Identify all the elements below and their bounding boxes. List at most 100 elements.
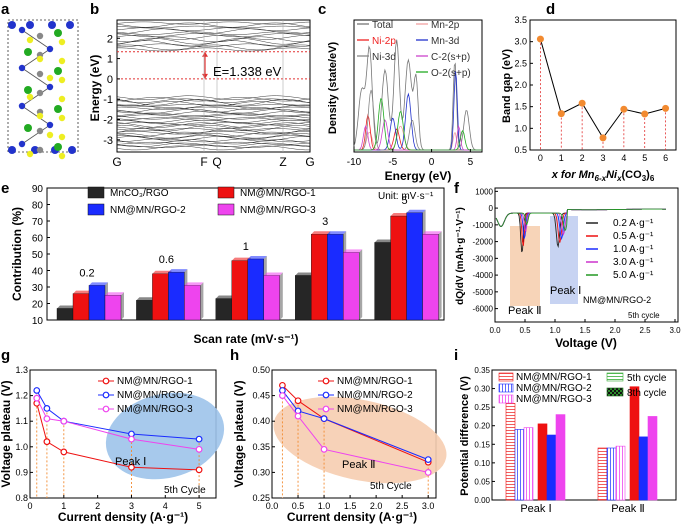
mn-atom [66,21,74,29]
bar-top [231,257,251,261]
bar-top [105,292,124,296]
atom [54,143,62,151]
mn-atom [68,146,76,154]
dos-curve-0 [353,39,482,151]
panel-e-xlabel: Scan rate (mV·s⁻¹) [193,332,298,346]
x-tick-label: 2 [580,153,585,163]
k-point-label: F [200,155,207,169]
mn-atom [8,21,16,29]
panel-h-highlight-ellipse [273,396,447,484]
band-gap-point [578,99,586,107]
band-line [116,31,311,35]
y-tick-label: 10 [32,316,44,327]
panel-letter-h: h [230,347,239,364]
series-point [60,417,68,425]
bar-top [406,209,426,213]
panel-h-peak-label: Peak Ⅱ [342,459,376,471]
legend-label: NM@MN/RGO-3 [516,394,592,405]
legend-swatch [498,372,514,382]
atom [54,67,62,75]
legend-marker [322,405,330,413]
group-label: 0.2 [79,267,94,279]
atom [58,152,66,160]
y-tick-label: -6000 [473,305,494,314]
bar [72,293,90,321]
atom [24,86,32,94]
band-line [117,119,311,125]
band-line [116,131,310,135]
legend-label: Total [372,20,393,31]
bar [537,423,548,501]
atom [26,36,34,44]
series-point [128,435,135,443]
panel-f-ylabel: dQ/dV (mAh·g⁻¹·V⁻¹) [455,207,466,305]
series-point [279,392,286,400]
group-label: 0.6 [159,254,174,266]
legend-marker [102,377,110,385]
band-line [116,34,311,40]
bar [406,212,423,321]
band-gap-point [641,110,649,118]
x-tick-label: 3 [600,153,605,163]
y-tick-label: 0.30 [474,385,490,394]
x-tick-label: 3 [129,501,134,511]
band-line [116,33,311,38]
x-tick-label: 1 [559,153,564,163]
y-tick-label: 30 [32,283,44,294]
bar [311,233,328,321]
series-point [424,456,432,464]
band-line [116,128,311,132]
y-tick-label: 0.00 [474,496,490,505]
bar-top [311,231,331,235]
y-tick-label: 20 [32,300,44,311]
panel-g-highlight-ellipse [105,392,225,480]
gap-arrowhead-down [202,73,208,79]
legend-swatch [217,203,235,216]
k-point-label: Z [279,155,286,169]
band-line [116,36,311,43]
band-gap-point [620,105,628,113]
series-point [43,415,51,423]
panel-c-dos: Total Mn-2p Ni-2p Mn-3d Ni-3d C-2(s+p) O-2(s+p… [327,19,483,183]
y-tick-label: 0.35 [252,442,270,452]
series-point [128,463,135,471]
legend-label: Ni-2p [372,36,396,47]
gap-arrowhead-up [202,51,208,57]
atom [58,133,66,141]
panel-f-peak1-label: Peak Ⅰ [550,285,581,297]
panel-f-sample-label: NM@MN/RGO-2 [583,295,651,305]
panel-h-cycle-label: 5th Cycle [370,481,412,492]
series-line [282,390,429,461]
series-point [424,469,432,476]
legend-label: 8th cycle [627,388,667,399]
atom [36,32,44,40]
atom [58,38,66,46]
panel-i-potential-difference: Peak Ⅰ Peak Ⅱ 0.00 0.05 0.10 0.15 0.20 0.25 0.30… [459,366,677,515]
bar [606,447,617,501]
band-line [116,44,311,51]
band-line [117,117,311,121]
bar [374,242,391,321]
y-tick-label: 0.35 [474,366,490,375]
legend-swatch [498,383,514,393]
x-tick-label: 1 [61,501,66,511]
bar [168,271,185,321]
series-point [60,448,68,456]
panel-b-gap-label: E=1.338 eV [213,64,282,79]
atom [46,131,54,139]
bar [104,295,122,321]
y-tick-label: 1.0 [514,123,527,133]
y-tick-label: 1.1 [15,416,28,426]
y-tick-label: 0.20 [474,422,490,431]
y-tick-label: 0.25 [474,403,490,412]
band-line [116,141,311,145]
panel-h-ylabel: Voltage plateau (V) [232,380,246,487]
band-line [116,136,311,142]
legend-label: 5th cycle [627,373,667,384]
legend-label: Mn-2p [431,20,460,31]
panel-b-ylabel: Energy (eV) [88,55,102,122]
panel-letter-b: b [90,1,99,18]
y-tick-label: 0.05 [474,477,490,486]
x-tick-label: 2.5 [639,326,651,335]
y-tick-label: 1.2 [15,391,28,401]
